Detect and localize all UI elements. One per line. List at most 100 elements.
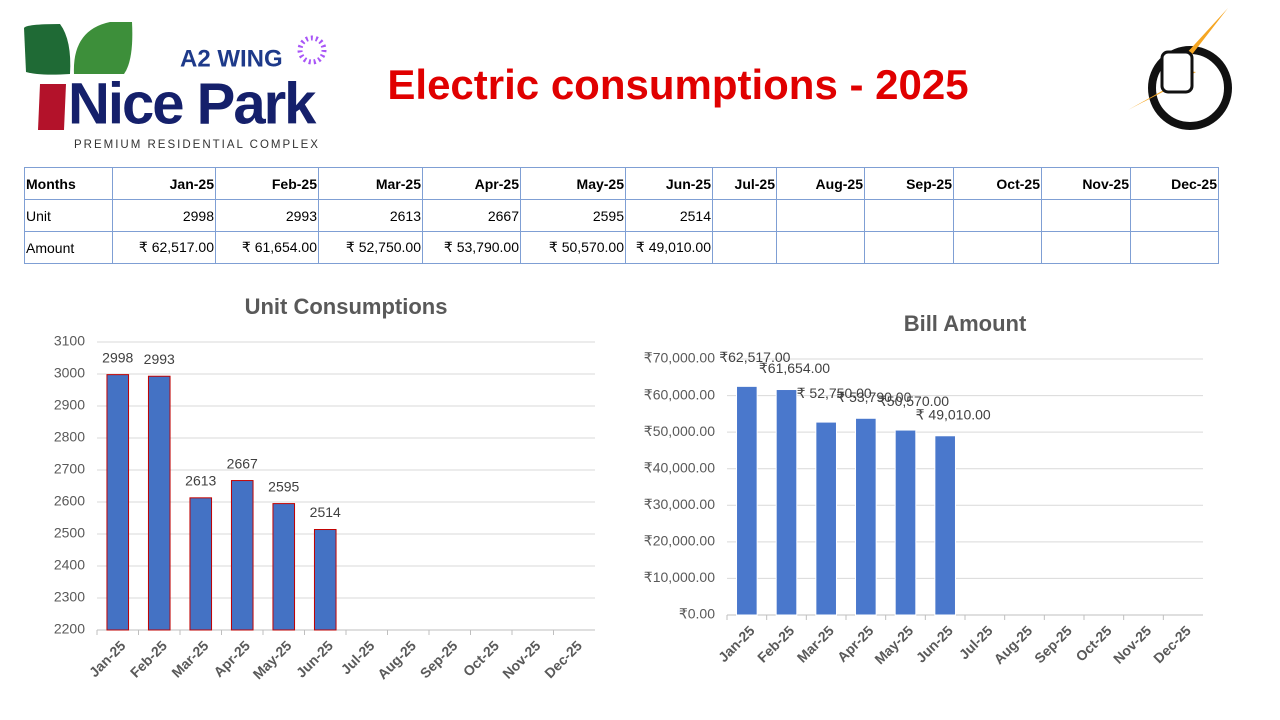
table-cell: ₹ 53,790.00 bbox=[422, 231, 521, 264]
table-cell: Apr-25 bbox=[422, 167, 521, 200]
bar bbox=[815, 421, 837, 616]
data-label: 2613 bbox=[185, 473, 216, 489]
x-tick-label: Jun-25 bbox=[293, 637, 336, 680]
y-tick-label: ₹0.00 bbox=[679, 606, 715, 622]
table-cell: 2998 bbox=[112, 199, 216, 232]
x-tick-label: Dec-25 bbox=[1150, 622, 1194, 666]
x-tick-label: Jul-25 bbox=[338, 637, 378, 677]
table-cell: May-25 bbox=[520, 167, 626, 200]
table-cell bbox=[864, 231, 954, 264]
table-cell: ₹ 52,750.00 bbox=[318, 231, 423, 264]
data-label: ₹62,517.00 bbox=[719, 349, 790, 365]
bar bbox=[934, 435, 956, 616]
table-cell bbox=[712, 199, 777, 232]
y-tick-label: ₹20,000.00 bbox=[644, 533, 715, 549]
y-tick-label: ₹50,000.00 bbox=[644, 423, 715, 439]
y-tick-label: ₹60,000.00 bbox=[644, 386, 715, 402]
data-label: 2514 bbox=[310, 504, 341, 520]
y-tick-label: 2800 bbox=[54, 429, 85, 445]
table-cell: Dec-25 bbox=[1130, 167, 1219, 200]
data-label: 2595 bbox=[268, 478, 299, 494]
y-tick-label: 2600 bbox=[54, 493, 85, 509]
power-icon bbox=[1128, 8, 1232, 130]
table-cell: Mar-25 bbox=[318, 167, 423, 200]
bar bbox=[272, 503, 296, 631]
table-cell bbox=[776, 231, 865, 264]
bar bbox=[894, 429, 917, 616]
x-tick-label: Feb-25 bbox=[754, 622, 797, 665]
data-label: ₹ 52,750.00 bbox=[797, 385, 872, 401]
x-tick-label: Aug-25 bbox=[990, 622, 1035, 667]
y-tick-label: 2300 bbox=[54, 589, 85, 605]
y-tick-label: ₹40,000.00 bbox=[644, 459, 715, 475]
y-tick-label: 3000 bbox=[54, 365, 85, 381]
table-cell: Feb-25 bbox=[215, 167, 319, 200]
table-row: Unit 2998 2993 2613 2667 2595 2514 bbox=[24, 199, 1219, 232]
x-tick-label: May-25 bbox=[250, 637, 295, 682]
logo: A2 WING Nice Park PREMIUM RESIDENTIAL CO… bbox=[24, 22, 327, 151]
table-cell bbox=[953, 231, 1042, 264]
data-label: ₹50,570.00 bbox=[878, 393, 949, 409]
bar bbox=[189, 497, 213, 631]
table-cell: ₹ 62,517.00 bbox=[112, 231, 216, 264]
data-label: ₹61,654.00 bbox=[759, 360, 830, 376]
table-cell bbox=[1130, 231, 1219, 264]
table-cell bbox=[1041, 231, 1131, 264]
bar bbox=[775, 389, 798, 616]
bar bbox=[106, 374, 130, 631]
x-tick-label: Jun-25 bbox=[913, 622, 956, 665]
y-tick-label: 2500 bbox=[54, 525, 85, 541]
y-tick-label: 2200 bbox=[54, 621, 85, 637]
table-cell: Oct-25 bbox=[953, 167, 1042, 200]
table-cell: ₹ 61,654.00 bbox=[215, 231, 319, 264]
data-label: 2667 bbox=[227, 455, 258, 471]
table-cell: Sep-25 bbox=[864, 167, 954, 200]
table-cell bbox=[864, 199, 954, 232]
bar bbox=[855, 417, 877, 616]
table-row: Amount ₹ 62,517.00 ₹ 61,654.00 ₹ 52,750.00 ₹… bbox=[24, 231, 1219, 264]
table-cell: Unit bbox=[24, 199, 113, 232]
table-cell: 2595 bbox=[520, 199, 626, 232]
data-label: ₹ 49,010.00 bbox=[916, 406, 991, 422]
x-tick-label: Feb-25 bbox=[127, 637, 170, 680]
logo-leaf bbox=[24, 24, 71, 75]
logo-wing: A2 WING bbox=[180, 45, 283, 72]
logo-tagline: PREMIUM RESIDENTIAL COMPLEX bbox=[74, 139, 320, 151]
table-cell: ₹ 50,570.00 bbox=[520, 231, 626, 264]
table-cell bbox=[1130, 199, 1219, 232]
x-tick-label: Apr-25 bbox=[834, 622, 877, 665]
x-tick-label: Sep-25 bbox=[1031, 622, 1075, 666]
x-tick-label: Mar-25 bbox=[794, 622, 837, 665]
data-label: ₹ 53,790.00 bbox=[836, 389, 911, 405]
table-cell bbox=[712, 231, 777, 264]
table-cell: Nov-25 bbox=[1041, 167, 1131, 200]
x-tick-label: Sep-25 bbox=[417, 637, 461, 681]
table-cell: Amount bbox=[24, 231, 113, 264]
icon-fist bbox=[1160, 50, 1194, 94]
y-tick-label: 2400 bbox=[54, 557, 85, 573]
x-tick-label: Aug-25 bbox=[374, 637, 419, 682]
logo-leaf bbox=[73, 22, 133, 74]
table-cell bbox=[1041, 199, 1131, 232]
x-tick-label: Jan-25 bbox=[715, 622, 758, 665]
x-tick-label: Jan-25 bbox=[86, 637, 129, 680]
data-table: Months Jan-25 Feb-25 Mar-25 Apr-25 May-25 Jun-… bbox=[24, 167, 1219, 264]
data-label: 2998 bbox=[102, 349, 133, 365]
y-tick-label: 3100 bbox=[54, 333, 85, 349]
chart-title: Unit Consumptions bbox=[245, 294, 448, 319]
x-tick-label: May-25 bbox=[871, 622, 916, 667]
table-cell: 2667 bbox=[422, 199, 521, 232]
x-tick-label: Nov-25 bbox=[1110, 622, 1154, 666]
table-cell: Months bbox=[24, 167, 113, 200]
table-row: Months Jan-25 Feb-25 Mar-25 Apr-25 May-25 Jun-… bbox=[24, 167, 1219, 200]
data-label: 2993 bbox=[144, 351, 175, 367]
table-cell: ₹ 49,010.00 bbox=[625, 231, 713, 264]
table-cell: 2613 bbox=[318, 199, 423, 232]
table-cell: Jul-25 bbox=[712, 167, 777, 200]
bar bbox=[736, 385, 758, 616]
bar bbox=[230, 480, 254, 631]
y-tick-label: 2700 bbox=[54, 461, 85, 477]
logo-name: Nice Park bbox=[68, 71, 317, 136]
